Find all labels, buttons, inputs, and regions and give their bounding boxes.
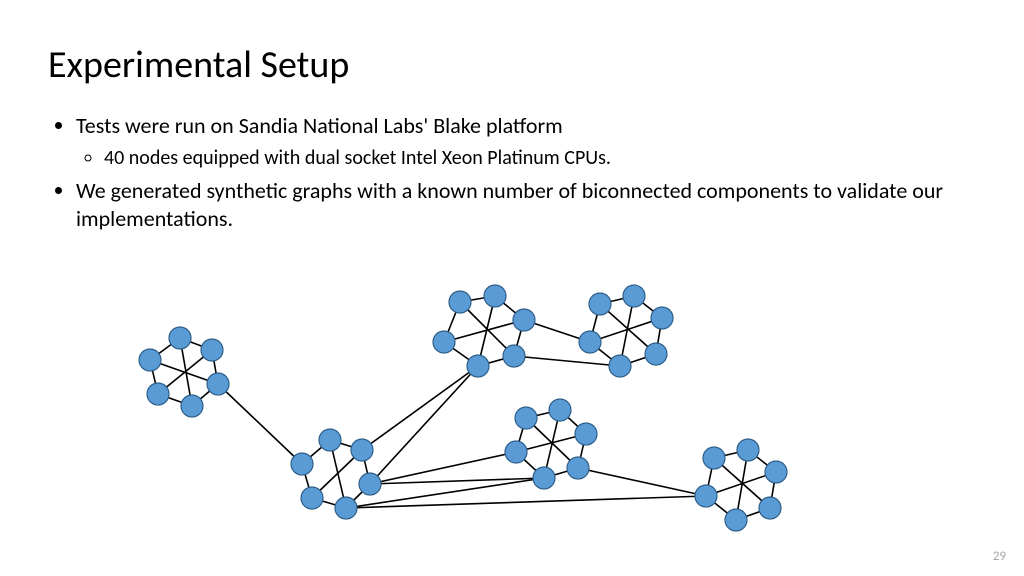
graph-edge	[578, 468, 706, 496]
graph-edge	[362, 366, 478, 450]
graph-node	[575, 423, 597, 445]
graph-node	[533, 467, 555, 489]
graph-edge	[514, 356, 620, 366]
graph-node	[579, 331, 601, 353]
graph-node	[623, 285, 645, 307]
graph-edge	[370, 366, 478, 484]
bullet-text: We generated synthetic graphs with a kno…	[76, 177, 943, 233]
graph-node	[567, 457, 589, 479]
graph-node	[359, 473, 381, 495]
graph-node	[549, 399, 571, 421]
graph-node	[207, 373, 229, 395]
graph-node	[645, 343, 667, 365]
graph-node	[139, 349, 161, 371]
bullet-item: Tests were run on Sandia National Labs' …	[76, 112, 976, 171]
graph-node	[433, 331, 455, 353]
graph-node	[147, 383, 169, 405]
slide-title: Experimental Setup	[48, 42, 976, 88]
graph-node	[484, 285, 506, 307]
graph-node	[301, 487, 323, 509]
graph-node	[467, 355, 489, 377]
graph-node	[651, 307, 673, 329]
graph-edge	[218, 384, 302, 464]
bullet-list: Tests were run on Sandia National Labs' …	[48, 112, 976, 234]
slide: Experimental Setup Tests were run on San…	[0, 0, 1024, 576]
graph-node	[351, 439, 373, 461]
graph-node	[703, 447, 725, 469]
graph-node	[725, 509, 747, 531]
graph-node	[503, 345, 525, 367]
bullet-text: Tests were run on Sandia National Labs' …	[76, 112, 563, 139]
graph-node	[181, 395, 203, 417]
graph-node	[513, 309, 535, 331]
graph-node	[765, 461, 787, 483]
page-number: 29	[993, 549, 1006, 564]
sub-bullet-list: 40 nodes equipped with dual socket Intel…	[76, 145, 976, 171]
graph-node	[201, 339, 223, 361]
graph-node	[335, 497, 357, 519]
graph-edge	[346, 496, 706, 508]
graph-node	[609, 355, 631, 377]
graph-node	[169, 327, 191, 349]
sub-bullet-item: 40 nodes equipped with dual socket Intel…	[104, 145, 976, 171]
graph-node	[515, 407, 537, 429]
graph-node	[589, 293, 611, 315]
graph-node	[695, 485, 717, 507]
graph-node	[737, 439, 759, 461]
bullet-item: We generated synthetic graphs with a kno…	[76, 177, 976, 234]
graph-node	[449, 291, 471, 313]
graph-node	[505, 441, 527, 463]
network-diagram	[100, 280, 850, 560]
graph-node	[291, 453, 313, 475]
graph-node	[319, 429, 341, 451]
graph-node	[759, 497, 781, 519]
